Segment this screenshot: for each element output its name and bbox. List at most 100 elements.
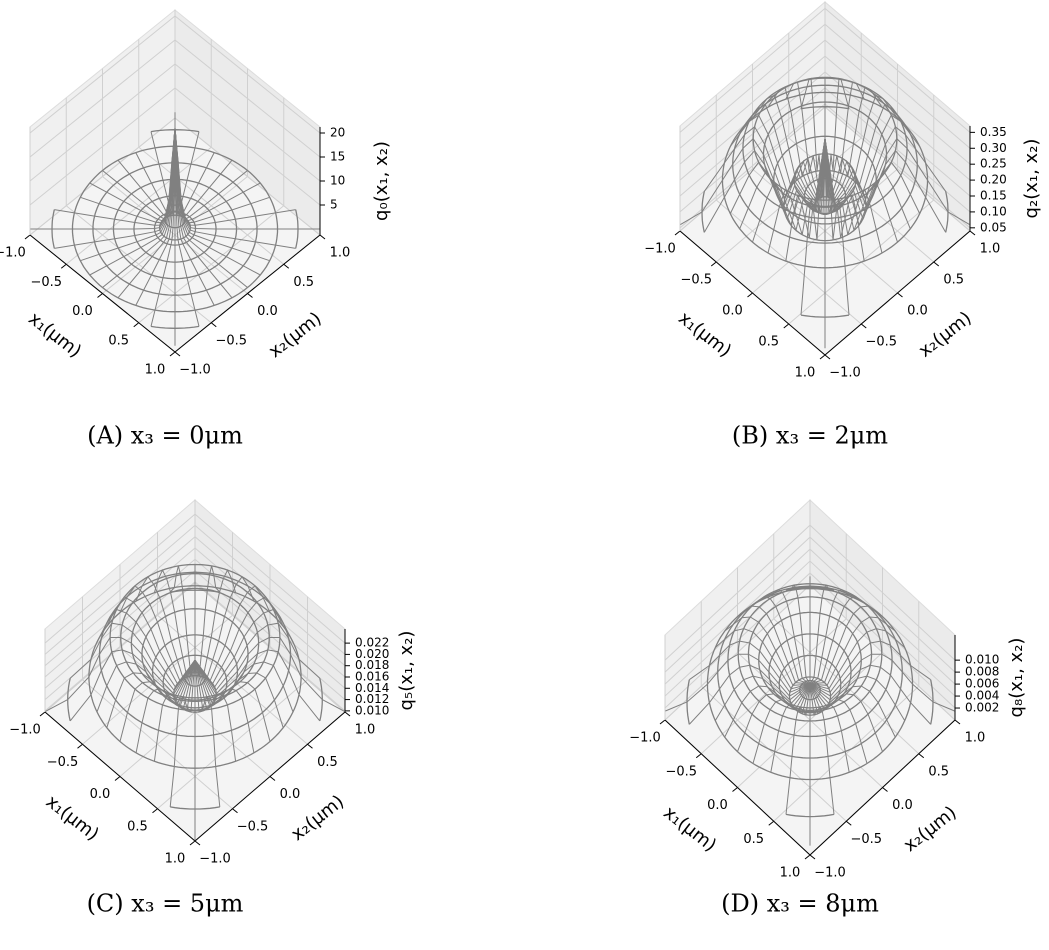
surface-spoke — [737, 683, 811, 752]
surface-spoke — [174, 128, 233, 299]
surface-spoke — [752, 94, 826, 202]
surface-spoke — [824, 138, 883, 254]
tick-mark — [24, 234, 31, 240]
tick-mark — [732, 787, 738, 792]
grid-line — [824, 71, 971, 197]
axis-line — [809, 719, 956, 856]
grid-line — [29, 87, 176, 206]
tick-mark — [674, 230, 681, 236]
y-tick-label: −0.5 — [865, 335, 897, 350]
caption: (B) x₃ = 2μm — [732, 422, 888, 450]
subplot: −1.0 −0.5 0.0 0.5 1.0 −1.0 −0.5 0.0 0.5 1.0 0.05 0.… — [644, 0, 1042, 450]
tick-mark — [882, 787, 888, 792]
tick-mark — [307, 743, 313, 749]
x-tick-label: 1.0 — [145, 363, 166, 378]
surface-spoke — [45, 637, 196, 712]
grid-line — [194, 558, 346, 689]
y-tick-label: 0.0 — [892, 798, 913, 813]
x-tick-label: 0.0 — [90, 787, 111, 802]
z-tick-label: 0.10 — [980, 204, 1007, 218]
surface-spoke — [194, 659, 284, 728]
grid-line — [664, 536, 811, 673]
surface-spoke — [703, 138, 826, 233]
y-tick-label: −1.0 — [814, 866, 846, 881]
tick-mark — [860, 323, 867, 329]
y-tick-label: 1.0 — [330, 246, 351, 261]
x-tick-label: −0.5 — [47, 755, 79, 770]
grid-line — [194, 513, 346, 644]
surface-spoke — [724, 683, 811, 738]
z-tick-label: 0.30 — [980, 141, 1007, 155]
subplot: −1.0−0.50.00.51.0 −1.0−0.50.00.51.00.0100… — [9, 498, 417, 918]
surface-spoke — [809, 675, 906, 721]
grid-line — [679, 103, 826, 229]
grid-line — [44, 581, 196, 712]
surface-spoke — [729, 114, 826, 204]
surface-spoke — [106, 659, 196, 728]
tick-mark — [824, 354, 831, 360]
surface-spoke — [703, 126, 826, 205]
tick-mark — [344, 711, 351, 717]
tick-mark — [969, 230, 976, 236]
z-tick-label: 5 — [330, 198, 338, 212]
z-axis-label: q₈(x₁, x₂) — [1006, 638, 1027, 718]
axis-line — [679, 230, 826, 356]
tick-mark — [954, 719, 961, 725]
surface-spoke — [809, 605, 883, 685]
grid-line — [700, 685, 847, 822]
tick-mark — [659, 719, 666, 725]
axis-line — [194, 711, 346, 842]
surface-spoke — [767, 138, 826, 254]
z-tick-label: 0.15 — [980, 189, 1007, 203]
surface-spoke — [770, 683, 811, 773]
y-tick-label: 0.0 — [280, 787, 301, 802]
surface-spoke — [89, 128, 176, 276]
y-tick-label: 0.5 — [317, 755, 338, 770]
tick-mark — [194, 840, 201, 846]
y-tick-label: −0.5 — [850, 832, 882, 847]
caption: (A) x₃ = 0μm — [87, 422, 243, 450]
z-tick-label: 0.014 — [355, 681, 389, 695]
x-tick-label: −1.0 — [9, 723, 41, 738]
grid-line — [679, 23, 826, 149]
surface-spoke — [169, 660, 196, 807]
x-tick-label: 0.5 — [108, 333, 129, 348]
grid-line — [824, 106, 971, 232]
x-tick-label: −1.0 — [0, 246, 26, 261]
tick-mark — [809, 854, 816, 860]
caption: (D) x₃ = 8μm — [721, 890, 879, 918]
z-tick-label: 0.008 — [965, 665, 999, 679]
tick-mark — [169, 351, 176, 357]
surface-spoke — [194, 622, 321, 692]
x-tick-label: 0.0 — [707, 798, 728, 813]
axis-line — [29, 234, 176, 353]
surface-spoke — [739, 138, 826, 229]
surface-spoke — [102, 128, 176, 288]
surface-spoke — [689, 640, 811, 693]
z-tick-label: 20 — [330, 126, 345, 140]
surface-spoke — [809, 683, 868, 764]
z-tick-label: 0.002 — [965, 701, 999, 715]
surface-spoke — [69, 622, 196, 692]
grid-line — [174, 39, 321, 158]
grid-line — [679, 39, 826, 165]
surface-spoke — [153, 660, 196, 762]
surface-spoke — [714, 628, 811, 690]
grid-line — [44, 558, 196, 689]
y-tick-label: 0.0 — [257, 304, 278, 319]
caption: (C) x₃ = 5μm — [87, 890, 244, 918]
axis-line — [824, 230, 971, 356]
y-tick-label: 0.5 — [293, 275, 314, 290]
surface-spoke — [824, 138, 947, 233]
surface-spoke — [809, 653, 955, 712]
y-tick-label: −1.0 — [829, 366, 861, 381]
z-tick-label: 0.012 — [355, 692, 389, 706]
tick-mark — [174, 351, 181, 357]
tick-mark — [97, 293, 103, 298]
tick-mark — [710, 261, 717, 267]
surface-spoke — [770, 588, 811, 685]
x-tick-label: −1.0 — [644, 242, 676, 257]
surface-spoke — [194, 637, 345, 712]
x-tick-label: 1.0 — [795, 366, 816, 381]
